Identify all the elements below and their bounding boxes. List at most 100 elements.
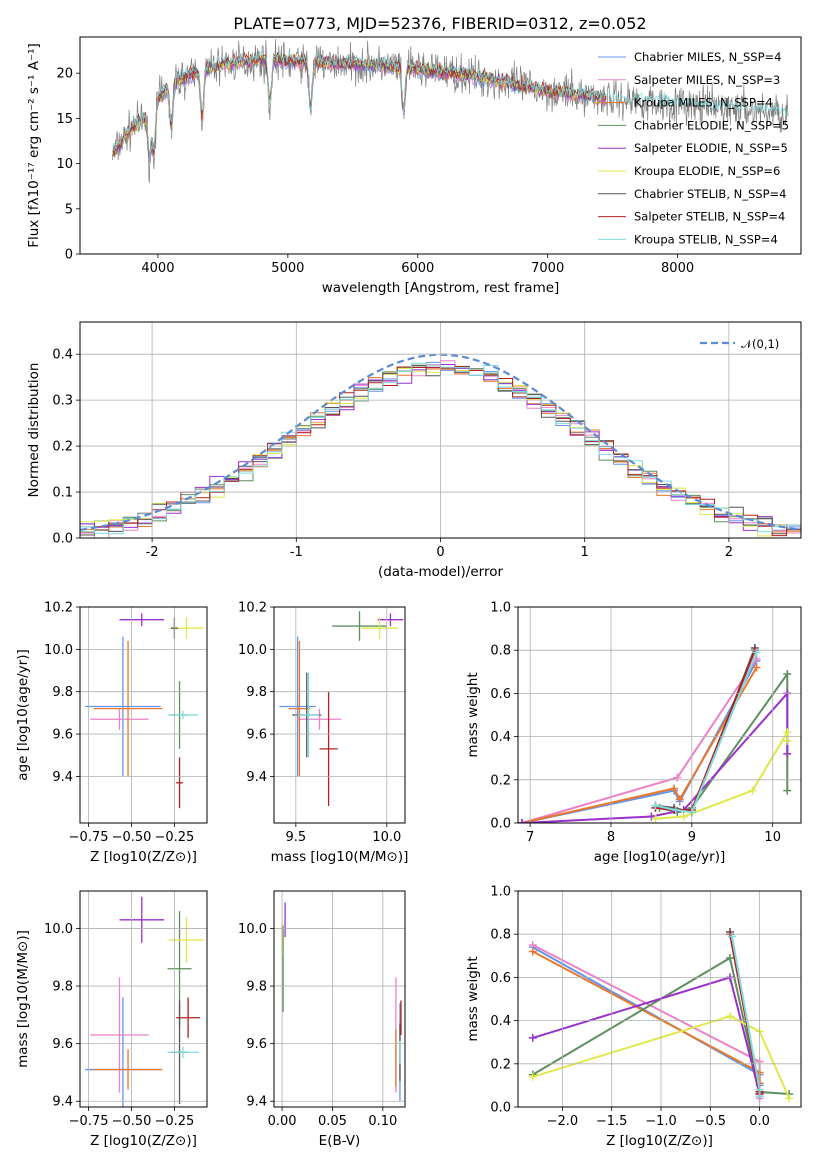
x-tick-label: 6000 — [401, 261, 434, 276]
y-tick-label: 20 — [56, 67, 73, 82]
x-axis-label: age [log10(age/yr)] — [594, 849, 726, 865]
panel-age_vs_mass: 9.5 10.0 9.4 9.6 9.8 10.0 10.2 mass [log10(M/M⊙… — [238, 601, 408, 866]
x-tick-label: 7 — [526, 830, 534, 845]
y-tick-label: 0.0 — [490, 1101, 511, 1116]
axes-frame — [79, 36, 802, 255]
y-tick-label: 0.6 — [490, 687, 511, 702]
y-axis-label: Flux [fλ10⁻¹⁷ erg cm⁻² s⁻¹ A⁻¹] — [26, 43, 42, 248]
x-axis-label: mass [log10(M/M⊙)] — [271, 849, 409, 865]
weight-marker — [675, 795, 684, 804]
axes-frame — [79, 606, 208, 824]
y-tick-label: 0.0 — [490, 817, 511, 832]
plot-area-age_vs_Z — [85, 613, 204, 809]
x-axis-label: Z [log10(Z/Z⊙)] — [90, 849, 197, 865]
weight-marker — [679, 812, 688, 821]
weight-marker — [726, 1012, 735, 1021]
weight-marker — [673, 773, 682, 782]
x-tick-label: -2 — [146, 545, 159, 560]
y-tick-label: 10.2 — [238, 601, 267, 616]
weight-line-5 — [655, 728, 789, 820]
legend-entry: 𝒩(0,1) — [741, 337, 779, 351]
x-tick-label: −0.5 — [694, 1114, 726, 1129]
x-tick-label: −0.50 — [112, 1114, 152, 1129]
axes-frame — [79, 321, 802, 539]
weight-marker — [528, 1072, 537, 1081]
x-axis-label: (data-model)/error — [378, 564, 504, 580]
weight-line-0 — [521, 660, 758, 823]
y-tick-label: 0.2 — [490, 1057, 511, 1072]
y-tick-label: 0.2 — [52, 440, 73, 455]
weight-line-3 — [659, 670, 789, 814]
y-axis-label: Normed distribution — [26, 363, 42, 498]
weight-line-1 — [532, 944, 761, 1099]
y-tick-label: 9.6 — [246, 728, 267, 743]
y-tick-label: 9.4 — [246, 770, 267, 785]
x-tick-label: 0.05 — [318, 1114, 347, 1129]
y-axis-label: mass weight — [465, 956, 481, 1041]
y-tick-label: 10.0 — [44, 922, 73, 937]
y-tick-label: 9.4 — [52, 1095, 73, 1110]
weight-marker — [783, 736, 792, 745]
x-tick-label: −0.75 — [69, 1114, 109, 1129]
legend-entry: Salpeter ELODIE, N_SSP=5 — [634, 141, 788, 155]
y-tick-label: 9.8 — [52, 980, 73, 995]
y-tick-label: 0.8 — [490, 928, 511, 943]
x-tick-label: 9.5 — [285, 830, 306, 845]
y-axis-label: mass weight — [465, 672, 481, 757]
x-tick-label: 1 — [581, 545, 589, 560]
weight-marker — [783, 786, 792, 795]
weight-marker — [671, 806, 680, 815]
x-axis-label: Z [log10(Z/Z⊙)] — [606, 1133, 713, 1149]
legend-entry: Kroupa STELIB, N_SSP=4 — [634, 232, 778, 246]
y-tick-label: 0.3 — [52, 394, 73, 409]
weight-marker — [727, 932, 736, 941]
x-tick-label: −1.0 — [645, 1114, 677, 1129]
y-axis-label: age [log10(age/yr)] — [15, 649, 31, 781]
legend-entry: Salpeter STELIB, N_SSP=4 — [634, 210, 785, 224]
plot-area-spectrum — [112, 38, 789, 183]
legend-entry: Kroupa ELODIE, N_SSP=6 — [634, 164, 780, 178]
legend-entry: Chabrier MILES, N_SSP=4 — [634, 50, 781, 64]
panel-mass_vs_Z: −0.75 −0.50 −0.25 9.4 9.6 9.8 10.0 Z [log10(Z/Z… — [15, 890, 208, 1149]
weight-marker — [783, 749, 792, 758]
weight-line-5 — [532, 1015, 791, 1099]
x-tick-label: 0.0 — [749, 1114, 770, 1129]
y-tick-label: 0 — [65, 248, 73, 263]
y-tick-label: 9.8 — [52, 685, 73, 700]
x-tick-label: 0.00 — [268, 1114, 297, 1129]
x-tick-label: −0.50 — [112, 830, 152, 845]
x-tick-label: −0.25 — [154, 1114, 194, 1129]
legend-entry: Chabrier ELODIE, N_SSP=5 — [634, 118, 789, 132]
x-tick-label: 10.0 — [372, 830, 401, 845]
weight-marker — [748, 786, 757, 795]
panel-age_vs_Z: −0.75 −0.50 −0.25 9.4 9.6 9.8 10.0 10.2 Z [log10… — [15, 601, 208, 865]
weight-line-4 — [521, 690, 789, 823]
y-tick-label: 0.1 — [52, 486, 73, 501]
axes-frame — [79, 890, 208, 1108]
x-tick-label: 10 — [764, 830, 781, 845]
legend-entry: Kroupa MILES, N_SSP=4 — [634, 96, 773, 110]
y-tick-label: 9.4 — [246, 1095, 267, 1110]
y-tick-label: 0.8 — [490, 644, 511, 659]
y-tick-label: 9.8 — [246, 980, 267, 995]
x-tick-label: 5000 — [271, 261, 304, 276]
y-tick-label: 9.6 — [246, 1037, 267, 1052]
weight-marker — [518, 819, 527, 823]
panel-weight_vs_age: 7 8 9 10 0.0 0.2 0.4 0.6 0.8 1.0 age [log10(age/yr… — [465, 601, 802, 865]
figure-title: PLATE=0773, MJD=52376, FIBERID=0312, z=0… — [233, 14, 646, 33]
y-tick-label: 0.2 — [490, 773, 511, 788]
weight-marker — [651, 801, 660, 810]
y-tick-label: 9.4 — [52, 770, 73, 785]
plot-area-weight_vs_age — [518, 644, 792, 823]
weight-marker — [785, 1094, 794, 1103]
x-axis-label: Z [log10(Z/Z⊙)] — [90, 1133, 197, 1149]
plot-area-age_vs_mass — [279, 611, 404, 807]
y-tick-label: 15 — [56, 112, 73, 127]
weight-marker — [783, 669, 792, 678]
y-tick-label: 0.6 — [490, 971, 511, 986]
legend-entry: Chabrier STELIB, N_SSP=4 — [634, 187, 786, 201]
weight-marker — [647, 812, 656, 821]
y-tick-label: 10.0 — [238, 643, 267, 658]
model-spectrum-8 — [112, 50, 789, 160]
